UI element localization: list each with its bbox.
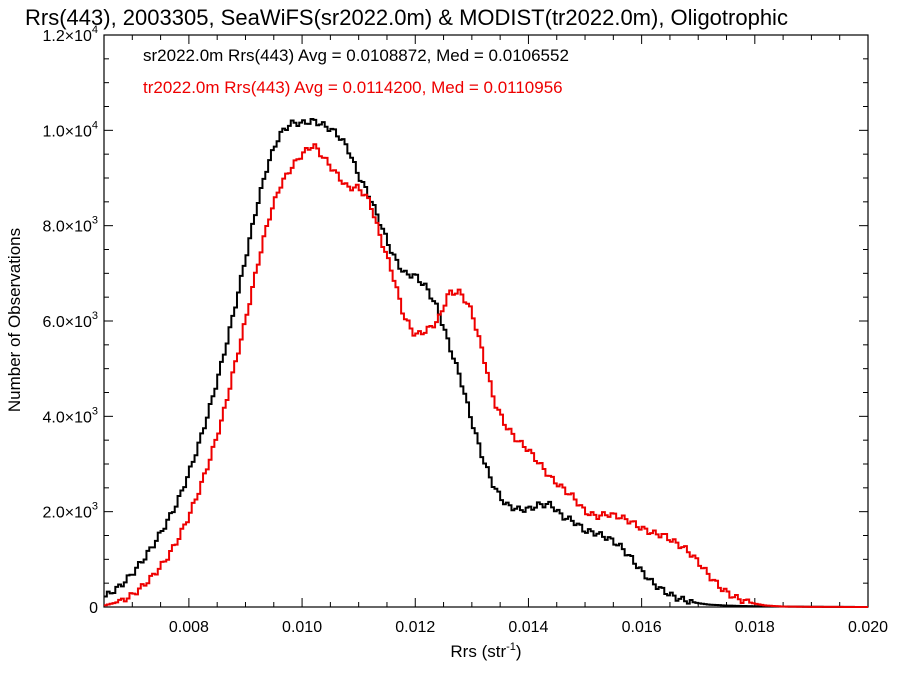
x-tick-label: 0.008 (169, 619, 209, 636)
x-tick-label: 0.014 (508, 619, 548, 636)
x-tick-label: 0.016 (622, 619, 662, 636)
x-axis: 0.008 0.010 0.012 0.014 0.016 0.018 0.020 (103, 35, 888, 636)
y-tick-label: 1.2×104 (42, 24, 98, 45)
y-tick-label: 1.0×104 (42, 119, 98, 140)
y-axis: 0 2.0×103 4.0×103 6.0×103 8.0×103 1.0×104 1.2×… (42, 24, 868, 617)
series-line-1 (104, 143, 868, 608)
y-tick-label: 2.0×103 (42, 501, 98, 522)
series-layer (104, 117, 868, 608)
x-tick-label: 0.012 (395, 619, 435, 636)
chart-title: Rrs(443), 2003305, SeaWiFS(sr2022.0m) & … (25, 5, 788, 30)
legend-entry-sr2022: sr2022.0m Rrs(443) Avg = 0.0108872, Med … (143, 46, 569, 65)
y-tick-label: 0 (89, 600, 98, 617)
y-axis-label: Number of Observations (5, 228, 24, 412)
y-tick-label: 8.0×103 (42, 215, 98, 236)
y-tick-label: 4.0×103 (42, 405, 98, 426)
plot-area: 0.008 0.010 0.012 0.014 0.016 0.018 0.020 0 2.0… (42, 24, 888, 636)
series-line-0 (104, 117, 868, 608)
x-axis-label: Rrs (str-1) (450, 641, 521, 661)
x-tick-label: 0.010 (282, 619, 322, 636)
x-tick-label: 0.018 (735, 619, 775, 636)
y-tick-label: 6.0×103 (42, 310, 98, 331)
legend: sr2022.0m Rrs(443) Avg = 0.0108872, Med … (143, 46, 569, 97)
x-tick-label: 0.020 (848, 619, 888, 636)
plot-frame (103, 34, 869, 608)
legend-entry-tr2022: tr2022.0m Rrs(443) Avg = 0.0114200, Med … (143, 78, 563, 97)
